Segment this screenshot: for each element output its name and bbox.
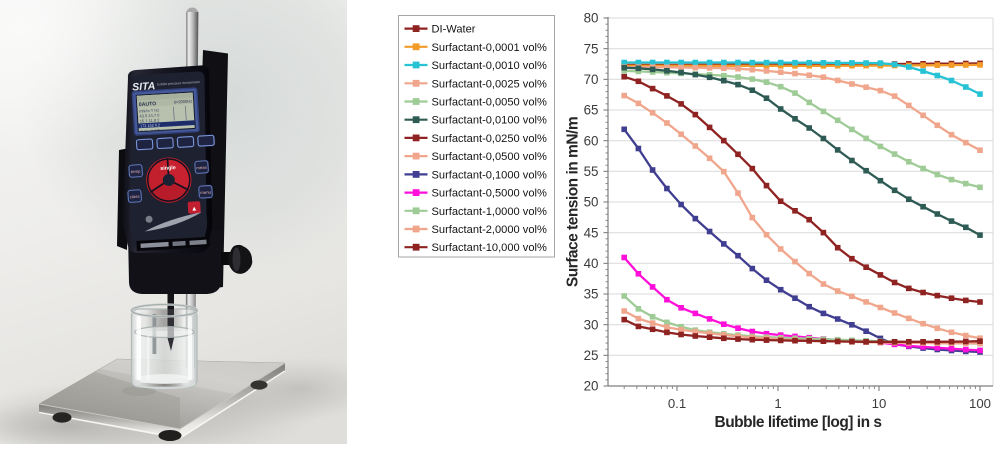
svg-text:Surfactant-1,0000 vol%: Surfactant-1,0000 vol% [432, 206, 547, 218]
svg-text:0AUTO: 0AUTO [139, 101, 157, 108]
svg-text:Surfactant-2,0000 vol%: Surfactant-2,0000 vol% [432, 224, 547, 236]
svg-text:Surface tension in mN/m: Surface tension in mN/m [565, 117, 582, 287]
svg-text:Surfactant-0,5000 vol%: Surfactant-0,5000 vol% [432, 188, 547, 200]
svg-text:meas: meas [196, 165, 207, 171]
svg-text:Surfactant-0,0100 vol%: Surfactant-0,0100 vol% [432, 115, 547, 127]
svg-text:menu: menu [200, 189, 212, 195]
svg-text:70: 70 [584, 72, 599, 87]
svg-text:55: 55 [584, 164, 599, 179]
svg-text:43.5 24.7 0: 43.5 24.7 0 [139, 112, 160, 118]
svg-text:Bubble lifetime [log] in s: Bubble lifetime [log] in s [715, 414, 882, 431]
svg-text:15.1 11.8 2: 15.1 11.8 2 [140, 117, 161, 123]
svg-text:80: 80 [584, 11, 599, 26]
svg-text:35: 35 [584, 287, 599, 302]
svg-text:Surfactant-0,0001 vol%: Surfactant-0,0001 vol% [432, 42, 547, 54]
svg-text:75: 75 [584, 41, 599, 56]
svg-text:1: 1 [774, 396, 781, 411]
svg-text:172 152 0.2: 172 152 0.2 [140, 123, 160, 128]
svg-text:Surfactant-0,0050 vol%: Surfactant-0,0050 vol% [432, 97, 547, 109]
svg-text:DI-Water: DI-Water [432, 24, 476, 36]
svg-text:▲: ▲ [191, 205, 198, 212]
svg-text:Surfactant-0,0010 vol%: Surfactant-0,0010 vol% [432, 60, 547, 72]
svg-text:Surfactant-0,0250 vol%: Surfactant-0,0250 vol% [432, 133, 547, 145]
svg-text:60: 60 [584, 133, 599, 148]
svg-text:mN/m T Hz: mN/m T Hz [139, 107, 159, 113]
svg-text:30: 30 [584, 317, 599, 332]
svg-text:bubble pressure tensiometer: bubble pressure tensiometer [157, 80, 201, 87]
svg-text:0=2000Hz: 0=2000Hz [174, 98, 193, 104]
svg-text:class: class [130, 194, 140, 200]
svg-text:Default 0/Done: Default 0/Done [140, 127, 168, 134]
svg-text:40: 40 [584, 256, 599, 271]
svg-text:temp: temp [131, 169, 141, 175]
svg-text:Surfactant-0,0025 vol%: Surfactant-0,0025 vol% [432, 78, 547, 90]
svg-text:10: 10 [872, 396, 887, 411]
svg-text:Surfactant-10,000 vol%: Surfactant-10,000 vol% [432, 242, 547, 254]
svg-text:100: 100 [969, 396, 991, 411]
svg-text:65: 65 [584, 103, 599, 118]
svg-text:20: 20 [584, 379, 599, 394]
svg-text:45: 45 [584, 225, 599, 240]
svg-text:Surfactant-0,1000 vol%: Surfactant-0,1000 vol% [432, 169, 547, 181]
svg-text:0.1: 0.1 [668, 396, 686, 411]
svg-text:single: single [160, 165, 176, 172]
svg-text:Surfactant-0,0500 vol%: Surfactant-0,0500 vol% [432, 151, 547, 163]
svg-text:50: 50 [584, 195, 599, 210]
svg-text:25: 25 [584, 348, 599, 363]
